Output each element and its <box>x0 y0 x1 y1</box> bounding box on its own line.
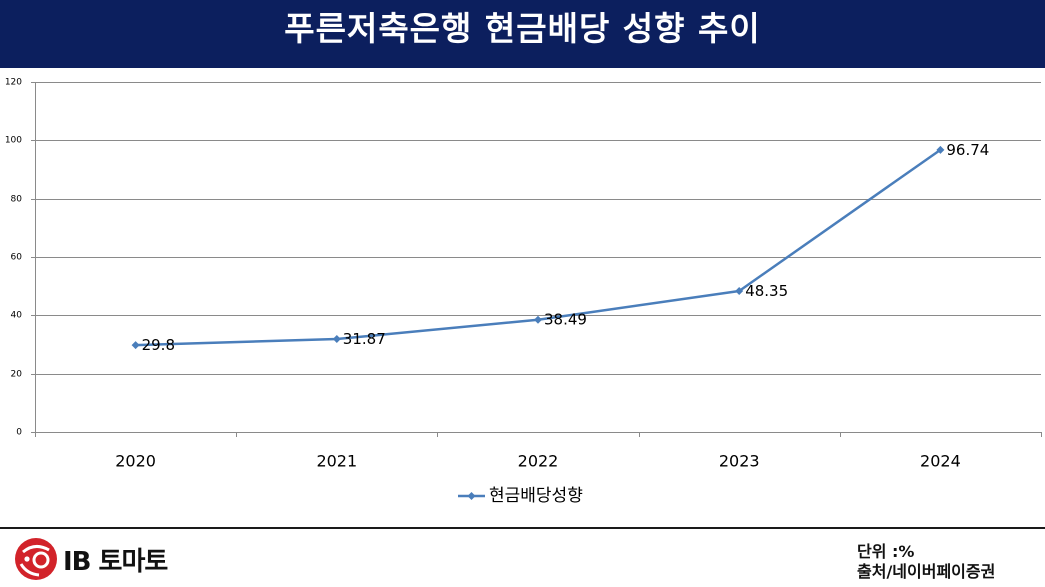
data-point <box>534 315 542 324</box>
legend: 현금배당성향 <box>458 486 583 506</box>
data-point <box>936 145 945 154</box>
x-tick-label: 2024 <box>920 452 961 471</box>
unit-note: 단위 :% <box>857 542 915 561</box>
tomato-logo-icon <box>15 538 57 580</box>
title-bar: 푸른저축은행 현금배당 성향 추이 <box>0 0 1045 68</box>
y-tick-label: 20 <box>11 370 23 380</box>
legend-label: 현금배당성향 <box>489 486 583 506</box>
footer-notes: 단위 :% 출처/네이버페이증권 <box>857 542 1037 582</box>
logo-ring <box>32 551 50 569</box>
gridlines <box>35 82 1041 433</box>
y-axis: 0 20 40 60 80 100 120 <box>5 78 36 438</box>
y-tick-label: 120 <box>5 78 22 88</box>
x-tick-label: 2022 <box>518 452 559 471</box>
data-label: 31.87 <box>343 330 386 348</box>
data-label: 38.49 <box>544 311 587 329</box>
x-axis: 2020 2021 2022 2023 2024 <box>35 432 1042 471</box>
y-tick-label: 80 <box>11 195 23 205</box>
line-chart: 0 20 40 60 80 100 120 2020 2021 2022 2023 2024 29.8 3… <box>5 78 1042 506</box>
source-note: 출처/네이버페이증권 <box>857 562 996 581</box>
y-tick-label: 100 <box>5 136 22 146</box>
logo-dot <box>24 556 30 562</box>
logo-arc-bottom <box>19 563 40 577</box>
chart-title: 푸른저축은행 현금배당 성향 추이 <box>284 9 761 48</box>
plot-area: 29.8 31.87 38.49 48.35 96.74 <box>131 141 989 354</box>
data-point <box>332 335 341 344</box>
y-tick-label: 0 <box>16 428 22 438</box>
y-tick-label: 40 <box>11 311 23 321</box>
logo: IB 토마토 <box>14 537 168 581</box>
data-point <box>735 286 744 295</box>
data-label: 29.8 <box>142 336 175 354</box>
footer-divider <box>0 527 1045 529</box>
x-tick-label: 2023 <box>719 452 760 471</box>
logo-text: IB 토마토 <box>63 546 168 577</box>
data-label: 96.74 <box>946 141 989 159</box>
data-label: 48.35 <box>745 282 788 300</box>
data-point <box>131 341 140 350</box>
logo-arc-top <box>22 545 50 554</box>
y-tick-label: 60 <box>11 253 23 263</box>
x-tick-label: 2020 <box>115 452 156 471</box>
x-tick-label: 2021 <box>316 452 357 471</box>
legend-marker <box>467 492 476 500</box>
